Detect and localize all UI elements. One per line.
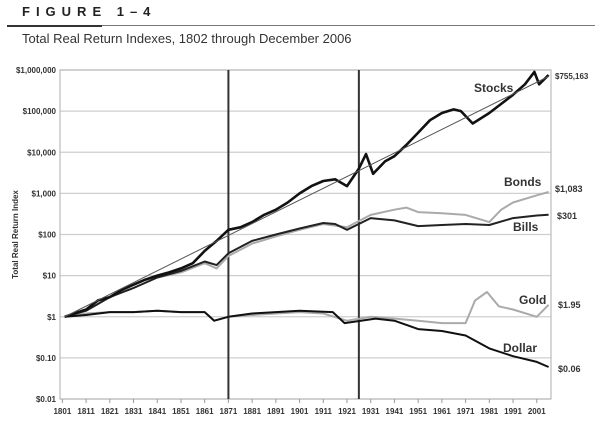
series-line-bills (64, 213, 549, 318)
x-tick-label: 1911 (315, 407, 333, 416)
y-tick-label: $0.01 (36, 395, 57, 404)
x-tick-label: 1891 (267, 407, 285, 416)
x-tick-label: 1991 (504, 407, 522, 416)
end-value-bills: $301 (557, 211, 577, 221)
chart-title: Total Real Return Indexes, 1802 through … (22, 31, 352, 46)
x-tick-label: 1971 (457, 407, 475, 416)
x-tick-label: 2001 (528, 407, 546, 416)
series-label-bonds: Bonds (504, 175, 542, 189)
x-tick-label: 1871 (220, 407, 238, 416)
end-value-bonds: $1,083 (555, 184, 583, 194)
end-value-dollar: $0.06 (558, 364, 581, 374)
figure-label: FIGURE 1–4 (22, 4, 157, 19)
header-rule-accent (7, 25, 102, 27)
end-value-stocks: $755,163 (555, 72, 589, 81)
y-tick-label: $1,000,000 (16, 66, 57, 75)
y-tick-label: $100,000 (23, 107, 57, 116)
x-tick-label: 1831 (125, 407, 143, 416)
series-line-bonds (64, 191, 549, 318)
x-tick-label: 1841 (148, 407, 166, 416)
series-label-dollar: Dollar (503, 341, 537, 355)
series-line-gold (64, 291, 550, 325)
x-tick-label: 1861 (196, 407, 214, 416)
x-tick-label: 1811 (77, 407, 95, 416)
x-tick-label: 1851 (172, 407, 190, 416)
y-tick-label: $100 (38, 231, 56, 240)
x-tick-label: 1981 (480, 407, 498, 416)
x-tick-label: 1881 (243, 407, 261, 416)
x-tick-label: 1921 (338, 407, 356, 416)
x-tick-label: 1961 (433, 407, 451, 416)
series-label-stocks: Stocks (474, 81, 514, 95)
y-tick-label: $10 (43, 272, 57, 281)
x-tick-label: 1951 (409, 407, 427, 416)
x-tick-label: 1901 (291, 407, 309, 416)
y-tick-label: $0.10 (36, 354, 57, 363)
trend-line (64, 75, 549, 318)
series-line-dollar (64, 309, 549, 368)
x-tick-label: 1941 (386, 407, 404, 416)
y-tick-label: $10,000 (27, 148, 56, 157)
x-tick-label: 1801 (53, 407, 71, 416)
series-label-bills: Bills (513, 220, 539, 234)
x-tick-label: 1821 (101, 407, 119, 416)
y-tick-label: $1 (47, 313, 56, 322)
end-value-gold: $1.95 (558, 300, 581, 310)
y-axis-label: Total Real Return Index (11, 190, 20, 279)
y-tick-label: $1,000 (32, 189, 57, 198)
x-tick-label: 1931 (362, 407, 380, 416)
series-line-stocks (64, 70, 550, 319)
series-label-gold: Gold (519, 293, 546, 307)
plot-frame (59, 69, 552, 400)
header-rule (7, 25, 595, 26)
